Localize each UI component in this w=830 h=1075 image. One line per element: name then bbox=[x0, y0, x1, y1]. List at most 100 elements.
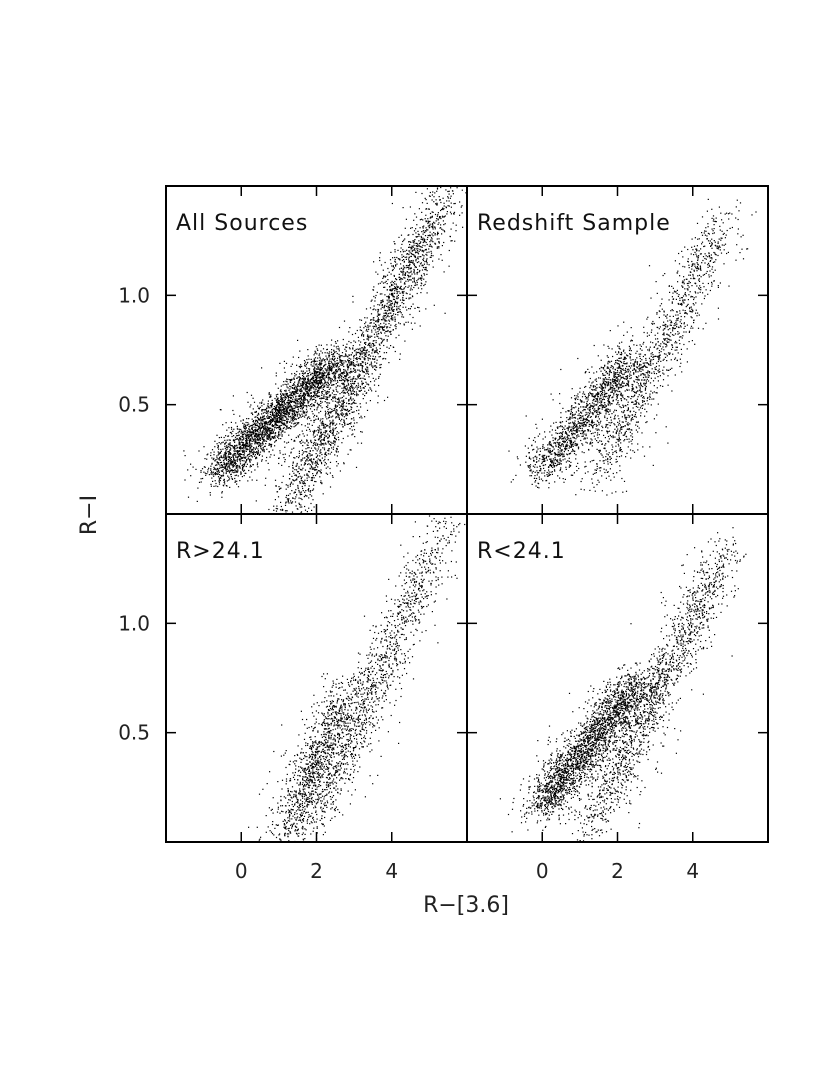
data-point bbox=[213, 466, 215, 468]
data-point bbox=[296, 494, 298, 496]
data-point bbox=[311, 361, 313, 363]
data-point bbox=[266, 407, 268, 409]
data-point bbox=[319, 387, 321, 389]
data-point bbox=[310, 382, 312, 384]
data-point bbox=[296, 398, 298, 400]
data-point bbox=[315, 393, 317, 395]
data-point bbox=[338, 374, 340, 377]
data-point bbox=[306, 381, 308, 383]
data-point bbox=[336, 465, 338, 467]
data-point bbox=[380, 363, 382, 366]
data-point bbox=[230, 448, 232, 450]
data-point bbox=[327, 410, 329, 413]
data-point bbox=[366, 352, 368, 354]
data-point bbox=[239, 466, 241, 468]
data-point bbox=[311, 495, 313, 497]
data-point bbox=[322, 427, 325, 429]
data-point bbox=[348, 384, 350, 386]
data-point bbox=[325, 430, 328, 433]
data-point bbox=[320, 435, 322, 437]
data-point bbox=[273, 437, 275, 439]
data-point bbox=[280, 505, 282, 508]
data-point bbox=[304, 363, 306, 365]
data-point bbox=[314, 414, 316, 416]
data-point bbox=[263, 403, 265, 405]
data-point bbox=[337, 345, 339, 347]
data-point bbox=[287, 415, 289, 417]
data-point bbox=[184, 479, 186, 481]
data-point bbox=[223, 453, 225, 456]
data-point bbox=[385, 311, 387, 314]
data-point bbox=[384, 320, 386, 322]
data-point bbox=[326, 390, 328, 392]
data-point bbox=[335, 439, 337, 441]
data-point bbox=[367, 357, 369, 359]
data-point bbox=[256, 462, 259, 464]
data-point bbox=[249, 476, 251, 478]
data-point bbox=[383, 306, 385, 308]
data-point bbox=[255, 451, 257, 454]
data-point bbox=[241, 450, 243, 452]
data-point bbox=[228, 427, 230, 429]
data-point bbox=[311, 462, 313, 464]
data-point bbox=[305, 363, 307, 366]
data-point bbox=[298, 422, 300, 424]
data-point bbox=[254, 411, 256, 413]
data-point bbox=[270, 411, 272, 413]
data-point bbox=[313, 405, 316, 407]
data-point bbox=[334, 405, 336, 407]
data-point bbox=[336, 431, 338, 433]
data-point bbox=[318, 353, 321, 355]
data-point bbox=[308, 375, 310, 377]
data-point bbox=[287, 499, 289, 501]
data-point bbox=[297, 476, 299, 478]
data-point bbox=[269, 430, 271, 432]
data-point bbox=[399, 286, 402, 288]
data-point bbox=[294, 392, 296, 394]
data-point bbox=[352, 295, 354, 297]
data-point bbox=[392, 314, 394, 317]
data-point bbox=[304, 386, 306, 388]
data-point bbox=[315, 444, 317, 446]
data-point bbox=[234, 444, 236, 447]
data-point bbox=[285, 408, 287, 410]
data-point bbox=[364, 317, 366, 319]
data-point bbox=[391, 316, 393, 318]
data-point bbox=[330, 360, 332, 362]
data-point bbox=[313, 361, 315, 363]
data-point bbox=[316, 472, 318, 474]
data-point bbox=[299, 390, 301, 392]
data-point bbox=[327, 384, 329, 386]
data-point bbox=[265, 412, 267, 414]
data-point bbox=[236, 450, 238, 452]
data-point bbox=[291, 412, 293, 414]
data-point bbox=[212, 480, 214, 482]
data-point bbox=[308, 457, 310, 459]
data-point bbox=[250, 432, 252, 434]
data-point bbox=[316, 348, 318, 350]
data-point bbox=[240, 453, 242, 455]
data-point bbox=[302, 411, 304, 413]
data-point bbox=[262, 409, 264, 411]
data-point bbox=[292, 413, 294, 415]
data-point bbox=[405, 265, 407, 267]
data-point bbox=[323, 386, 325, 388]
data-point bbox=[293, 420, 295, 422]
data-point bbox=[395, 337, 397, 339]
data-point bbox=[244, 433, 246, 435]
data-point bbox=[308, 401, 310, 403]
data-point bbox=[308, 485, 310, 487]
data-point bbox=[267, 427, 269, 430]
data-point bbox=[442, 229, 444, 231]
data-point bbox=[226, 429, 228, 431]
data-point bbox=[331, 372, 333, 374]
data-point bbox=[317, 432, 319, 434]
data-point bbox=[416, 284, 418, 286]
data-point bbox=[379, 257, 381, 259]
data-point bbox=[332, 431, 334, 434]
data-point bbox=[305, 408, 308, 410]
data-point bbox=[321, 359, 323, 361]
data-point bbox=[303, 376, 305, 378]
data-point bbox=[246, 424, 248, 426]
data-point bbox=[390, 251, 392, 253]
